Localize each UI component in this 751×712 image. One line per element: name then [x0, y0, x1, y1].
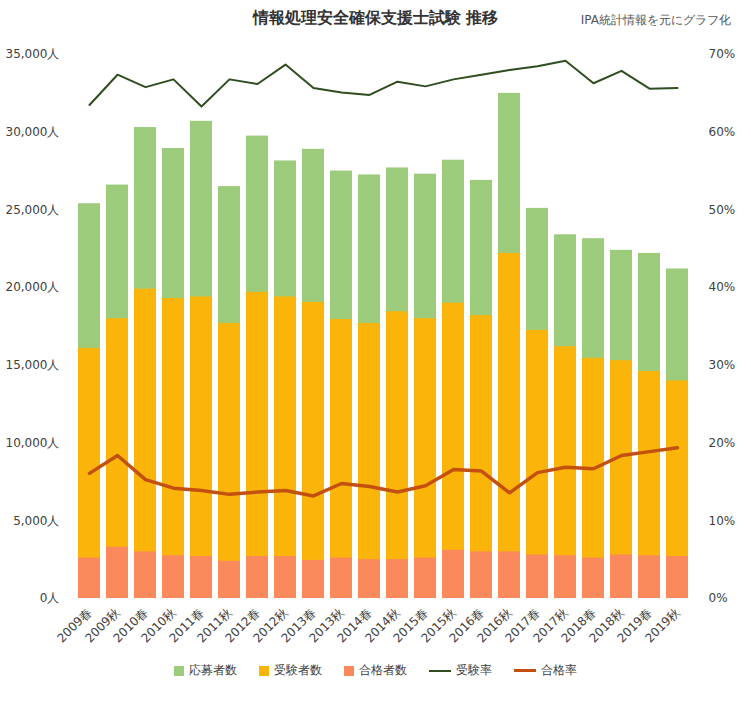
svg-text:2009秋: 2009秋 — [82, 605, 123, 646]
svg-text:2019秋: 2019秋 — [642, 605, 682, 645]
svg-text:0人: 0人 — [40, 591, 60, 605]
svg-text:35,000人: 35,000人 — [6, 47, 60, 61]
svg-text:2013秋: 2013秋 — [306, 605, 347, 646]
svg-text:2018秋: 2018秋 — [586, 605, 627, 646]
svg-text:2011秋: 2011秋 — [194, 605, 235, 646]
svg-text:2015春: 2015春 — [390, 605, 431, 646]
svg-text:70%: 70% — [709, 47, 736, 61]
html-text:応募者数: 応募者数 — [189, 663, 237, 677]
html-text:合格率: 合格率 — [541, 663, 577, 677]
svg-text:2015秋: 2015秋 — [418, 605, 459, 646]
svg-text:15,000人: 15,000人 — [6, 358, 60, 372]
svg-text:20,000人: 20,000人 — [6, 280, 60, 294]
svg-text:60%: 60% — [709, 125, 736, 139]
html-text:情報処理安全確保支援士試験 推移: 情報処理安全確保支援士試験 推移 — [252, 8, 499, 27]
svg-text:10,000人: 10,000人 — [6, 436, 60, 450]
svg-text:2010秋: 2010秋 — [138, 605, 179, 646]
svg-text:50%: 50% — [709, 203, 736, 217]
svg-text:2013春: 2013春 — [278, 605, 319, 646]
svg-text:2018春: 2018春 — [558, 605, 599, 646]
svg-text:10%: 10% — [709, 514, 736, 528]
html-text:合格者数: 合格者数 — [359, 663, 407, 677]
html-text:IPA統計情報を元にグラフ化: IPA統計情報を元にグラフ化 — [580, 13, 731, 27]
svg-text:2014春: 2014春 — [334, 605, 375, 646]
html-text:受験率: 受験率 — [456, 663, 492, 677]
svg-text:2011春: 2011春 — [166, 605, 207, 646]
svg-text:2019春: 2019春 — [614, 605, 655, 646]
svg-text:20%: 20% — [709, 436, 736, 450]
svg-text:2012春: 2012春 — [222, 605, 263, 646]
svg-text:2016春: 2016春 — [446, 605, 487, 646]
svg-text:2017春: 2017春 — [502, 605, 543, 646]
svg-text:5,000人: 5,000人 — [13, 514, 59, 528]
html-text:受験者数: 受験者数 — [274, 663, 322, 677]
svg-text:30%: 30% — [709, 358, 736, 372]
svg-text:40%: 40% — [709, 280, 736, 294]
svg-text:2010春: 2010春 — [110, 605, 151, 646]
svg-text:2012秋: 2012秋 — [250, 605, 291, 646]
svg-text:30,000人: 30,000人 — [6, 125, 60, 139]
svg-text:0%: 0% — [709, 591, 728, 605]
svg-text:2009春: 2009春 — [54, 605, 95, 646]
svg-text:2014秋: 2014秋 — [362, 605, 403, 646]
svg-text:2017秋: 2017秋 — [530, 605, 571, 646]
svg-text:25,000人: 25,000人 — [6, 203, 60, 217]
svg-text:2016秋: 2016秋 — [474, 605, 515, 646]
